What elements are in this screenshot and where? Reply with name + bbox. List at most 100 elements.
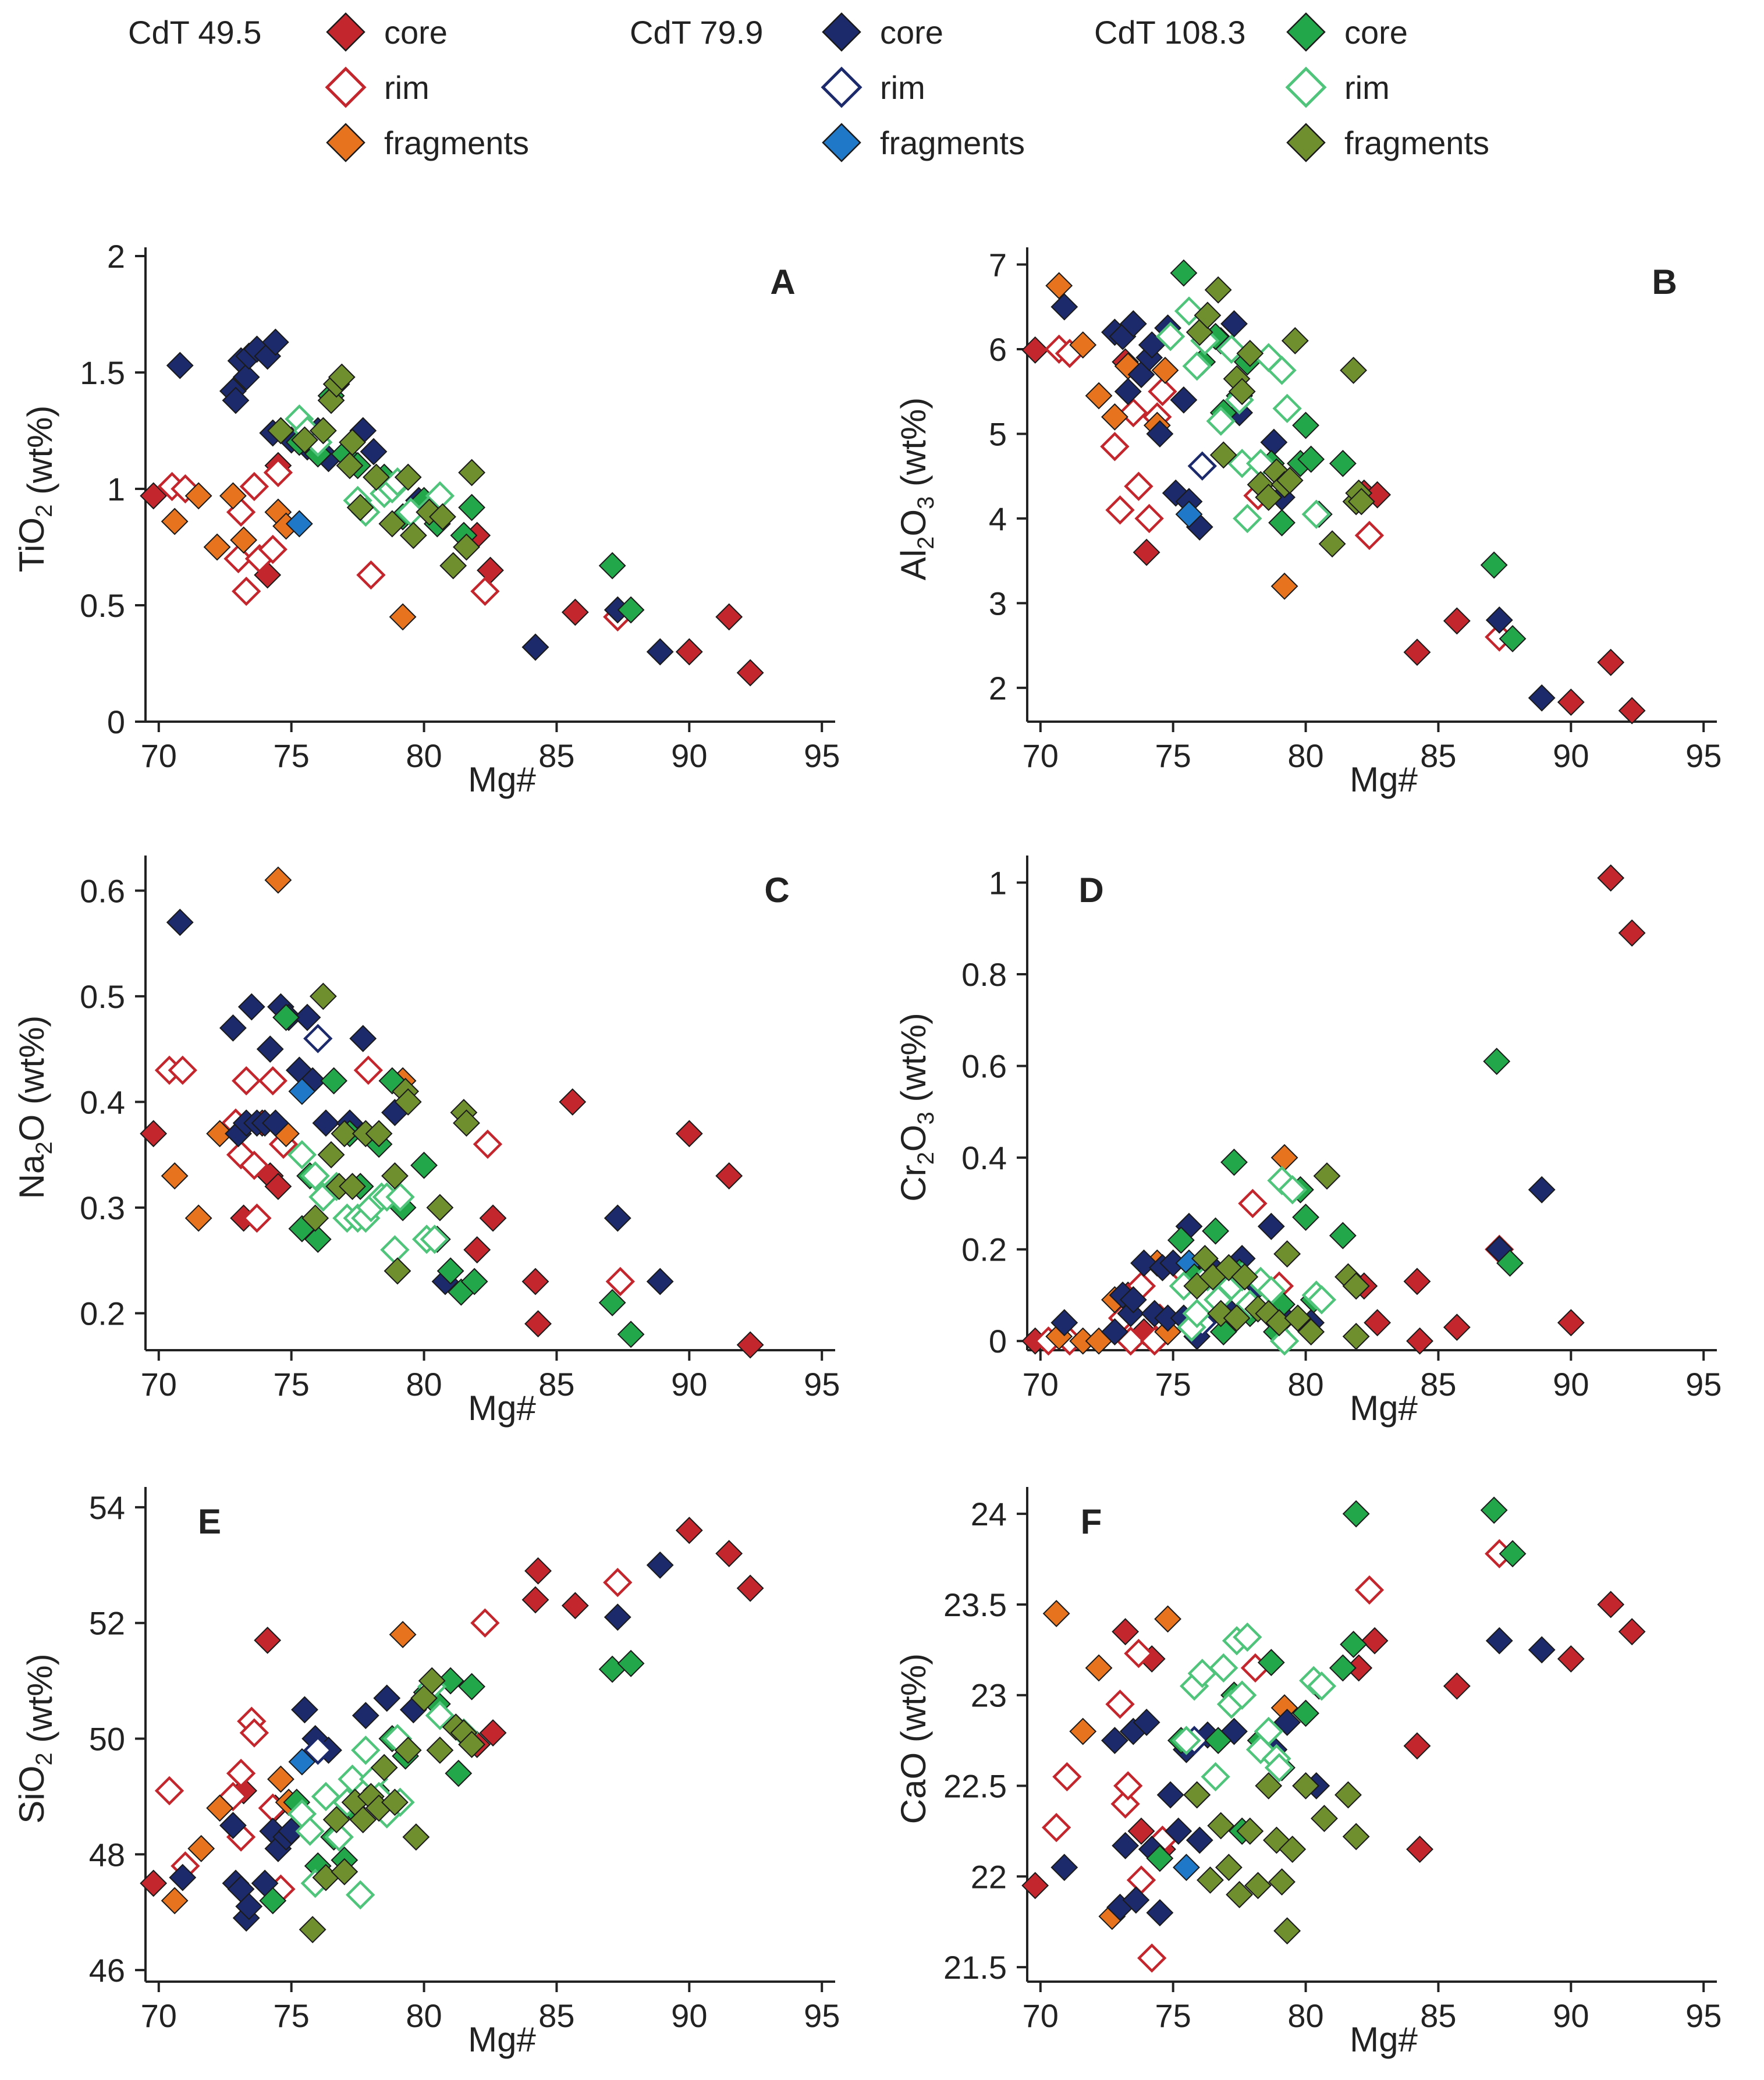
data-point [521, 633, 549, 661]
legend-sample-label: CdT 49.5 [128, 14, 261, 51]
data-point [445, 1759, 473, 1787]
data-point [304, 1225, 332, 1253]
data-point [259, 1887, 287, 1915]
data-point [1154, 1605, 1181, 1633]
data-point [1267, 356, 1297, 385]
panel-e: 70 75 80 85 90 95 46 48 50 52 54 Mg# SiO2 (wt%) E [12, 1487, 840, 2059]
data-point [385, 1182, 415, 1212]
data-point [605, 1266, 636, 1297]
data-point [1209, 441, 1237, 469]
x-axis-title: Mg# [468, 760, 536, 799]
data-point [239, 1718, 269, 1748]
data-point [219, 1812, 247, 1840]
legend-sample-label: CdT 79.9 [630, 14, 763, 51]
data-point [317, 1141, 345, 1169]
data-point [559, 1088, 587, 1116]
data-point [1156, 1781, 1184, 1809]
data-point [230, 526, 258, 554]
data-point [1112, 1618, 1140, 1646]
data-point [1279, 1836, 1307, 1863]
data-point [1134, 503, 1164, 534]
data-point [184, 1204, 212, 1232]
data-point [458, 1731, 486, 1758]
series-cdt-108-3-fragments [1183, 1772, 1370, 1945]
data-point [261, 328, 289, 356]
legend-entry-rim: rim [384, 69, 430, 106]
legend-marker-core [326, 12, 365, 52]
data-point [256, 1035, 284, 1063]
data-point [339, 1173, 366, 1201]
data-point [1223, 1304, 1251, 1332]
data-point [309, 982, 337, 1010]
y-tick-label: 22 [971, 1858, 1007, 1895]
panel-letter: B [1652, 262, 1677, 301]
data-point [1236, 1817, 1264, 1845]
data-point [1050, 1854, 1078, 1882]
legend-marker-core [822, 12, 861, 52]
data-point [1329, 1654, 1357, 1682]
data-point [1069, 1717, 1097, 1745]
x-tick-label: 75 [1155, 1366, 1191, 1403]
data-point [378, 1067, 406, 1095]
y-axis-title: Na2O (wt%) [12, 1016, 57, 1199]
data-point [1236, 339, 1264, 367]
x-tick-label: 80 [1287, 1997, 1323, 2034]
data-point [1254, 1716, 1283, 1747]
y-tick-label: 0.4 [80, 1084, 125, 1120]
data-point [351, 1735, 381, 1765]
y-axis-title: TiO2 (wt%) [12, 406, 59, 573]
y-tick-label: 4 [989, 501, 1007, 537]
data-point [219, 1014, 247, 1042]
y-tick-label: 48 [89, 1836, 125, 1873]
data-point [675, 1120, 703, 1148]
data-point [394, 1736, 422, 1764]
data-point [301, 1204, 329, 1232]
panel-letter: A [770, 262, 795, 301]
data-point [1126, 1865, 1156, 1895]
y-tick-label: 1 [107, 471, 125, 507]
data-point [646, 638, 674, 666]
data-point [1209, 1318, 1237, 1346]
data-point [140, 1869, 168, 1897]
data-point [264, 1173, 292, 1201]
data-point [1183, 1781, 1211, 1809]
panel-b: 70 75 80 85 90 95 2 3 4 5 6 7 Mg# Al2O3 (wt%) B [894, 247, 1722, 799]
data-point [336, 452, 364, 480]
data-point [1403, 1732, 1431, 1760]
data-point [1264, 1753, 1294, 1783]
data-point [1165, 1817, 1192, 1845]
data-point [1233, 1622, 1262, 1652]
data-point [1354, 1575, 1385, 1605]
y-tick-label: 24 [971, 1496, 1007, 1532]
x-tick-label: 75 [274, 1997, 310, 2034]
data-point [1340, 1631, 1368, 1658]
data-point [140, 1120, 168, 1148]
legend-sample-label: CdT 108.3 [1094, 14, 1245, 51]
data-point [1130, 1249, 1158, 1277]
data-point [1101, 1318, 1128, 1346]
data-point [1148, 377, 1177, 406]
y-tick-label: 52 [89, 1605, 125, 1642]
data-point [394, 463, 422, 491]
data-point [460, 1268, 488, 1295]
data-point [187, 1834, 215, 1862]
data-point [1403, 638, 1431, 666]
data-point [1170, 259, 1198, 287]
x-tick-label: 80 [406, 1997, 442, 2034]
data-point [675, 1517, 703, 1545]
data-point [1146, 420, 1174, 448]
data-point [1270, 572, 1298, 600]
data-point [1119, 397, 1148, 428]
data-point [1618, 697, 1646, 725]
data-point [1311, 1805, 1338, 1833]
x-tick-label: 80 [406, 737, 442, 774]
data-point [463, 1236, 491, 1263]
data-point [1113, 1771, 1143, 1801]
data-point [458, 459, 486, 487]
data-point [1485, 1627, 1513, 1655]
data-point [1443, 607, 1471, 635]
legend-marker-rim [821, 66, 863, 108]
data-point [617, 1649, 645, 1677]
data-point [1364, 1309, 1392, 1337]
